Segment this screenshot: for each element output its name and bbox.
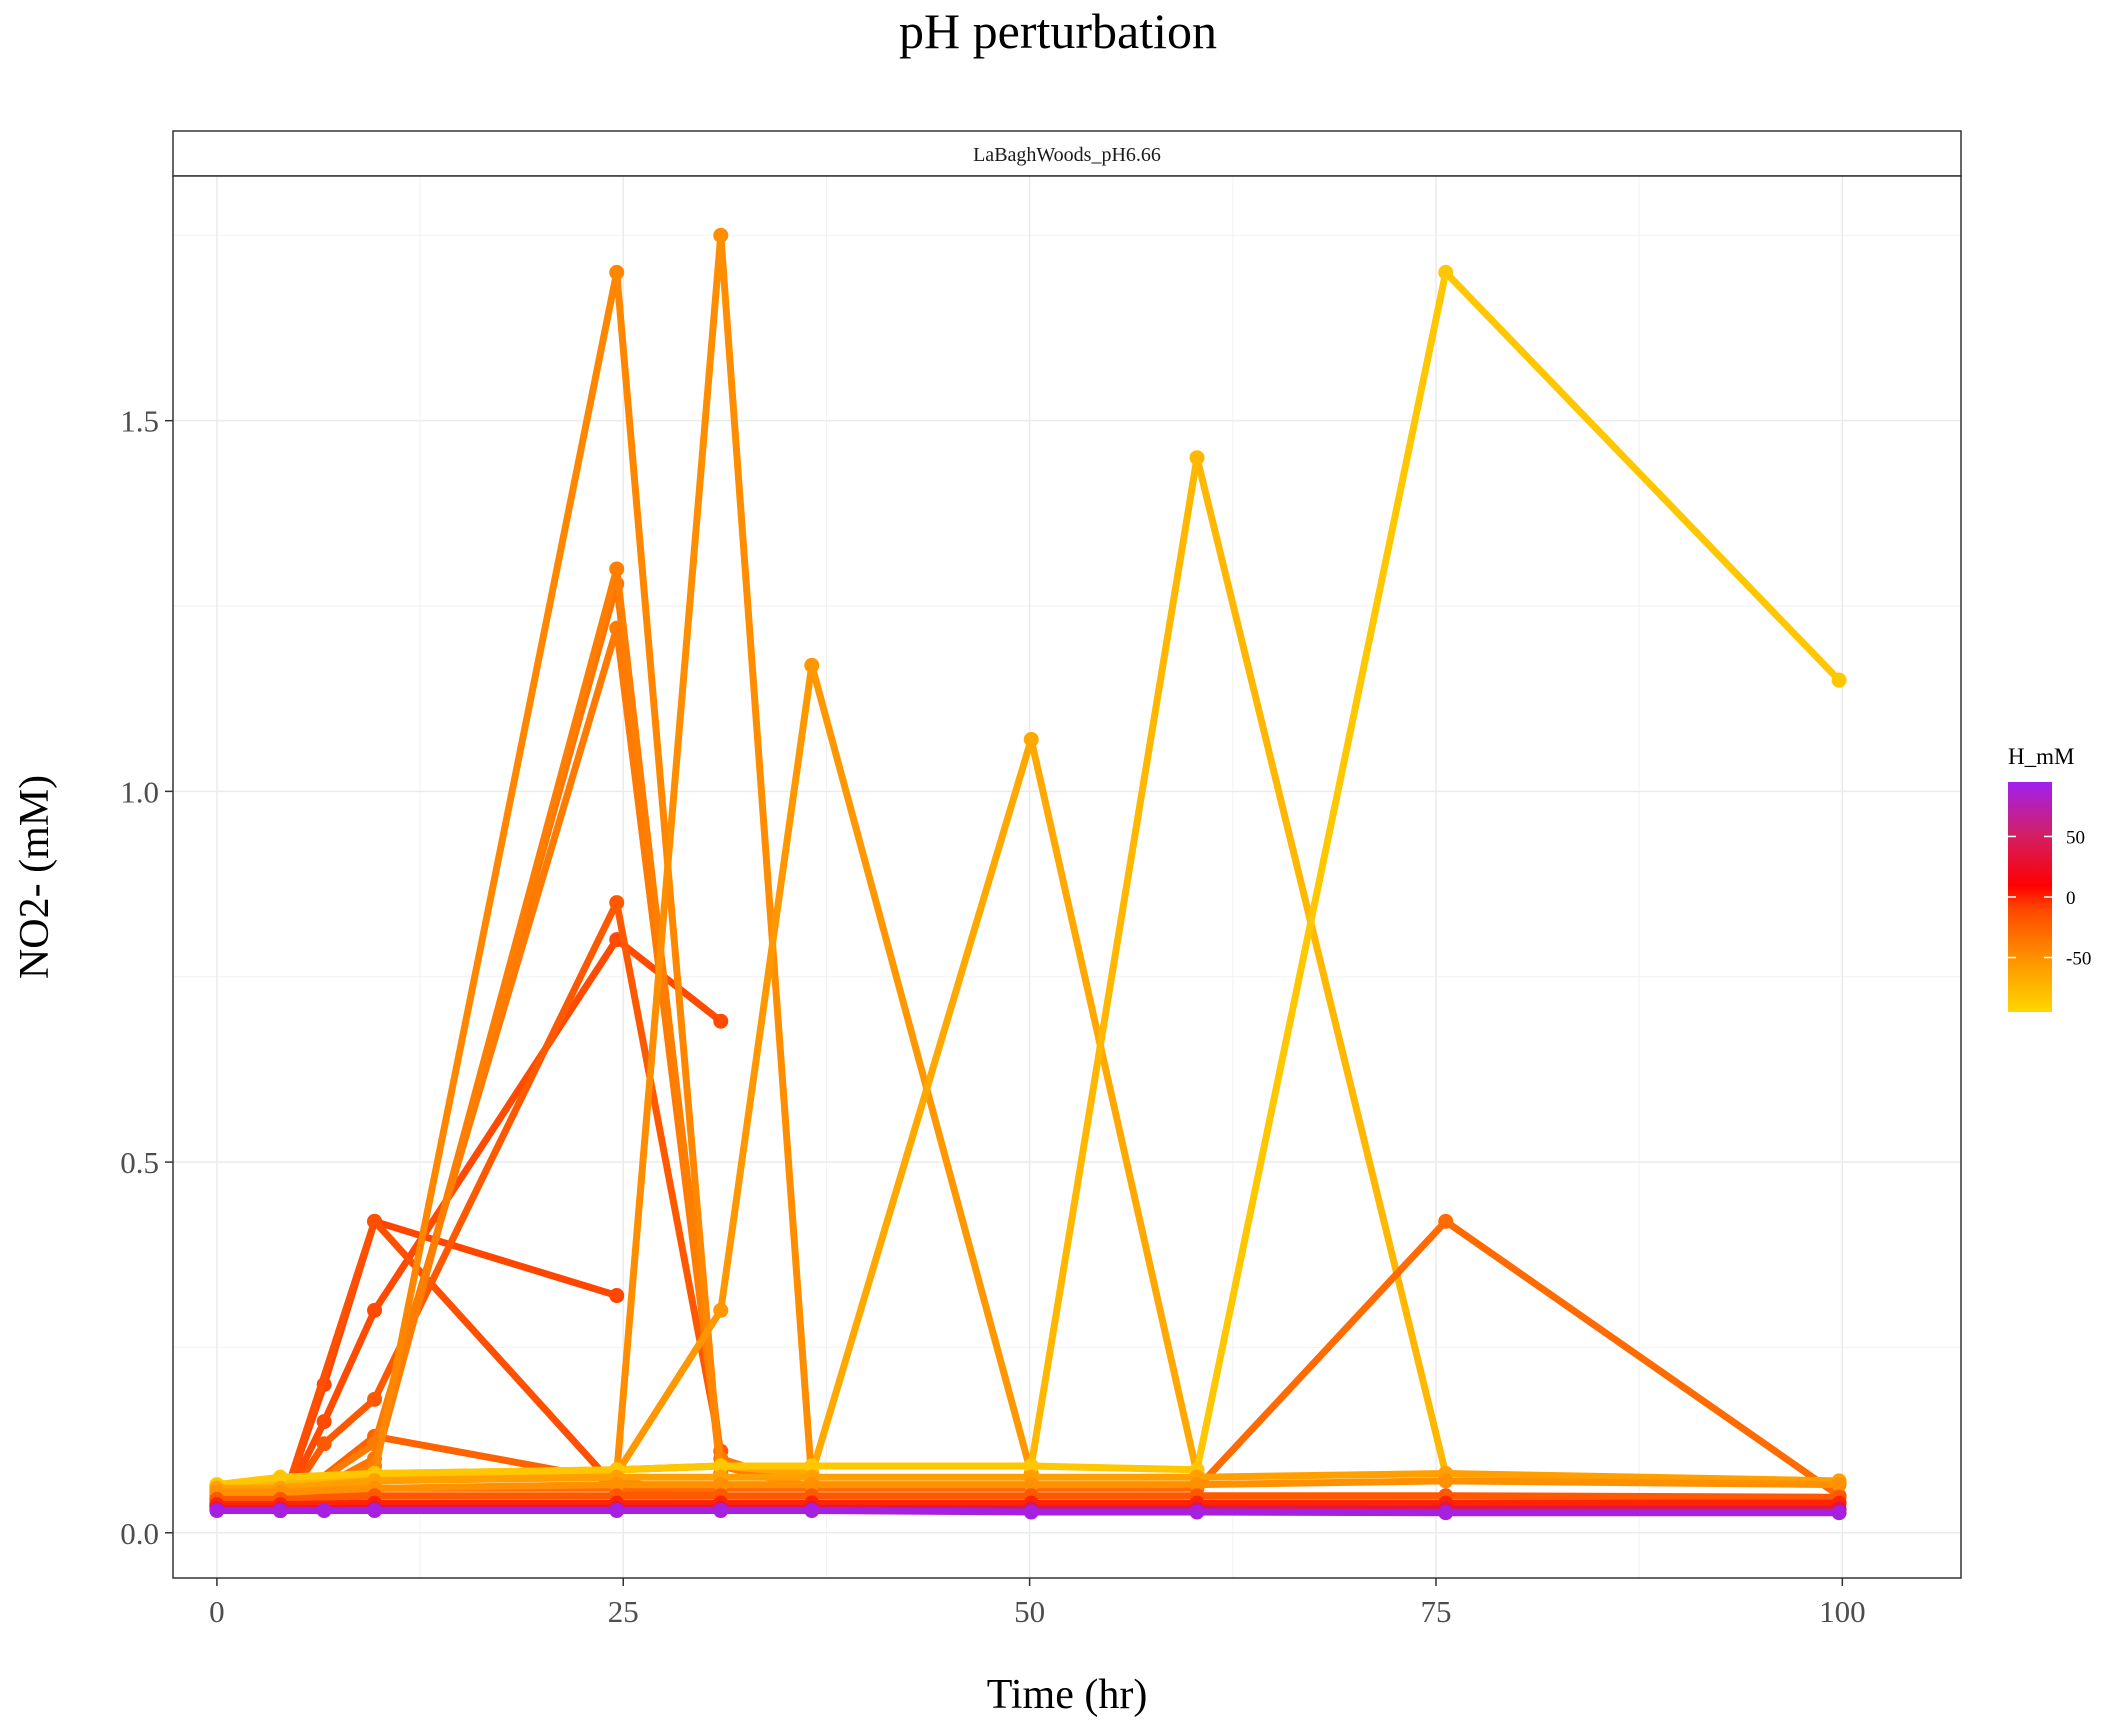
y-tick-label: 0.5 bbox=[120, 1145, 159, 1180]
data-point bbox=[1831, 1505, 1847, 1521]
data-point bbox=[804, 1458, 820, 1474]
data-point bbox=[209, 1503, 225, 1519]
plot-panel-border bbox=[172, 175, 1962, 1579]
data-point bbox=[713, 1302, 729, 1318]
legend: H_mM 50 0 -50 bbox=[2008, 744, 2091, 1012]
series-line bbox=[213, 1470, 1843, 1492]
data-point bbox=[804, 1503, 820, 1519]
x-tick-label: 0 bbox=[209, 1594, 225, 1629]
data-point bbox=[1023, 1458, 1039, 1474]
data-point bbox=[316, 1436, 332, 1452]
data-point bbox=[609, 561, 625, 577]
data-point bbox=[1831, 672, 1847, 688]
legend-tick-label: 0 bbox=[2066, 888, 2076, 909]
data-point bbox=[1189, 1504, 1205, 1520]
x-axis-title: Time (hr) bbox=[987, 1672, 1148, 1718]
data-point bbox=[804, 657, 820, 673]
data-point bbox=[713, 1013, 729, 1029]
data-point bbox=[272, 1503, 288, 1519]
data-point bbox=[367, 1302, 383, 1318]
data-point bbox=[609, 264, 625, 280]
y-axis-title: NO2- (mM) bbox=[12, 775, 58, 979]
data-point bbox=[609, 1288, 625, 1304]
series-line bbox=[213, 1477, 1843, 1496]
data-point bbox=[609, 1477, 625, 1493]
data-point bbox=[367, 1213, 383, 1229]
data-point bbox=[1189, 1477, 1205, 1493]
data-point bbox=[1438, 1213, 1454, 1229]
data-point bbox=[713, 1458, 729, 1474]
data-point bbox=[1831, 1477, 1847, 1493]
data-point bbox=[367, 1503, 383, 1519]
chart-title: pH perturbation bbox=[899, 3, 1217, 59]
data-point bbox=[316, 1503, 332, 1519]
data-point bbox=[1438, 264, 1454, 280]
data-point bbox=[713, 1503, 729, 1519]
x-tick-label: 50 bbox=[1014, 1594, 1045, 1629]
x-tick-label: 100 bbox=[1819, 1594, 1866, 1629]
data-point bbox=[609, 895, 625, 911]
grid-lines bbox=[173, 176, 1961, 1578]
data-point bbox=[1023, 1477, 1039, 1493]
x-tick-label: 75 bbox=[1420, 1594, 1451, 1629]
data-point bbox=[316, 1414, 332, 1430]
data-point bbox=[804, 1477, 820, 1493]
data-point bbox=[1438, 1473, 1454, 1489]
data-point bbox=[713, 227, 729, 243]
legend-tick-label: -50 bbox=[2066, 949, 2091, 970]
legend-tick-label: 50 bbox=[2066, 827, 2085, 848]
data-point bbox=[1438, 1505, 1454, 1521]
facet-strip bbox=[172, 130, 1962, 177]
facet-label: LaBaghWoods_pH6.66 bbox=[973, 144, 1161, 166]
series-line bbox=[213, 1492, 1843, 1503]
data-point bbox=[609, 1503, 625, 1519]
y-tick-label: 0.0 bbox=[120, 1516, 159, 1551]
data-series bbox=[209, 227, 1847, 1521]
data-point bbox=[713, 1477, 729, 1493]
y-tick-label: 1.0 bbox=[120, 774, 159, 809]
data-point bbox=[1023, 1504, 1039, 1520]
series-line bbox=[213, 268, 1843, 1489]
axes: 0 25 50 75 100 0.0 0.5 1.0 1.5 bbox=[120, 404, 1865, 1629]
y-tick-label: 1.5 bbox=[120, 404, 159, 439]
data-point bbox=[272, 1469, 288, 1485]
data-point bbox=[1189, 450, 1205, 466]
plot-panel bbox=[173, 176, 1961, 1578]
data-point bbox=[1023, 731, 1039, 747]
data-point bbox=[367, 1391, 383, 1407]
x-tick-label: 25 bbox=[608, 1594, 639, 1629]
legend-title: H_mM bbox=[2008, 744, 2074, 769]
legend-ticks: 50 0 -50 bbox=[2008, 827, 2091, 970]
